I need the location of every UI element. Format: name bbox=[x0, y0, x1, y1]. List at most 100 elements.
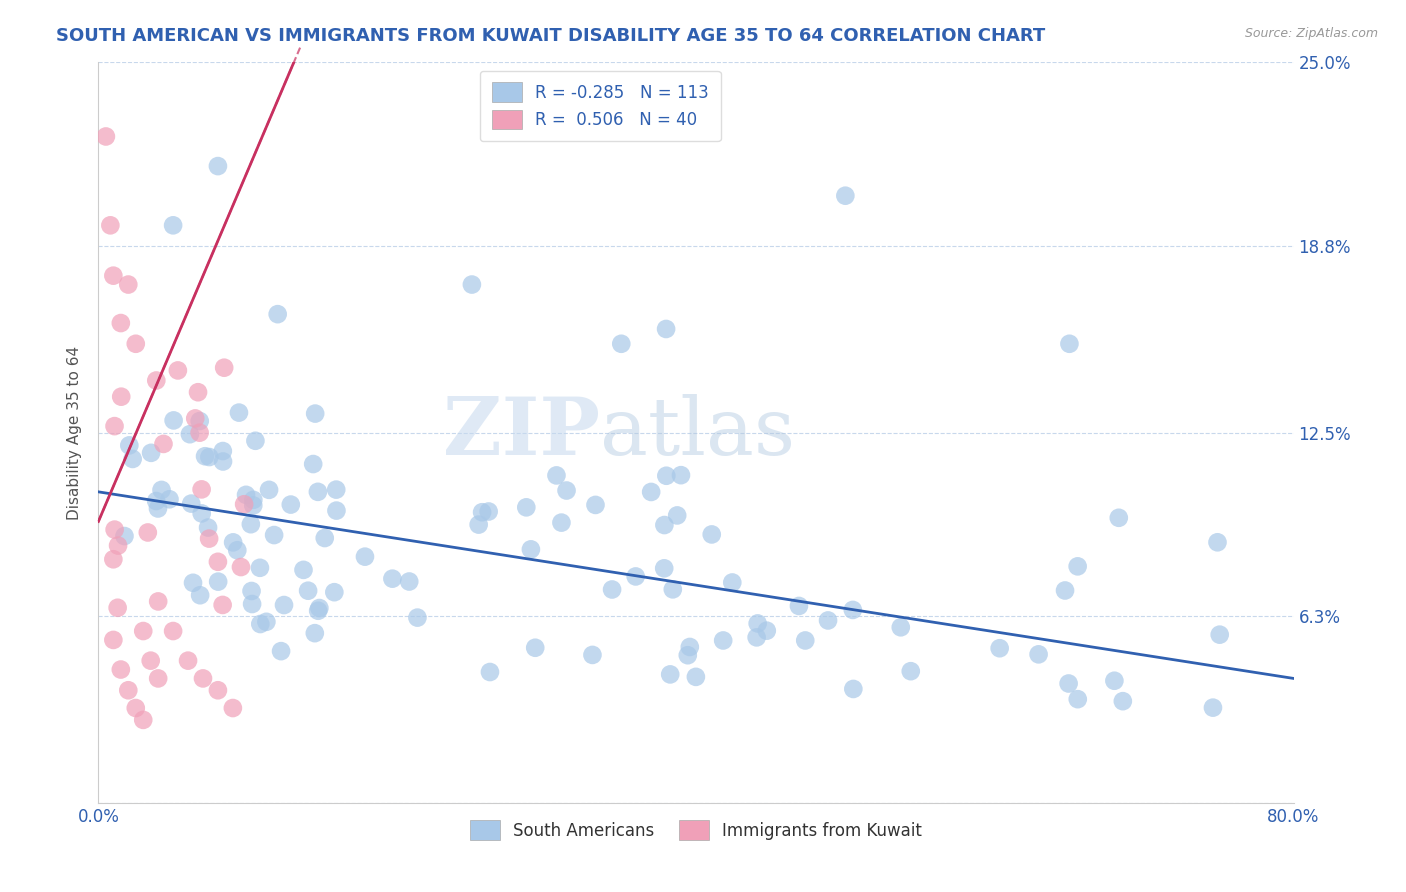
Point bbox=[817, 614, 839, 628]
Point bbox=[145, 374, 167, 388]
Point bbox=[676, 648, 699, 663]
Point bbox=[700, 527, 723, 541]
Point bbox=[125, 336, 148, 351]
Point bbox=[228, 406, 250, 420]
Point bbox=[245, 434, 267, 448]
Point bbox=[834, 188, 856, 202]
Y-axis label: Disability Age 35 to 64: Disability Age 35 to 64 bbox=[67, 345, 83, 520]
Point bbox=[181, 575, 204, 590]
Point bbox=[546, 468, 568, 483]
Point bbox=[180, 497, 202, 511]
Point bbox=[659, 667, 682, 681]
Point bbox=[1112, 694, 1135, 708]
Point bbox=[212, 360, 235, 375]
Point bbox=[280, 498, 302, 512]
Point bbox=[152, 437, 174, 451]
Point bbox=[406, 610, 429, 624]
Point bbox=[148, 672, 170, 686]
Point bbox=[184, 411, 207, 425]
Point bbox=[267, 307, 290, 321]
Point bbox=[139, 654, 162, 668]
Point bbox=[207, 159, 229, 173]
Point bbox=[654, 518, 676, 533]
Point bbox=[711, 633, 734, 648]
Point bbox=[194, 449, 217, 463]
Point bbox=[198, 450, 221, 464]
Point bbox=[640, 485, 662, 500]
Text: atlas: atlas bbox=[600, 393, 796, 472]
Point bbox=[132, 624, 155, 638]
Legend: South Americans, Immigrants from Kuwait: South Americans, Immigrants from Kuwait bbox=[463, 814, 929, 847]
Point bbox=[1066, 559, 1088, 574]
Point bbox=[461, 277, 484, 292]
Point bbox=[467, 517, 489, 532]
Text: SOUTH AMERICAN VS IMMIGRANTS FROM KUWAIT DISABILITY AGE 35 TO 64 CORRELATION CHA: SOUTH AMERICAN VS IMMIGRANTS FROM KUWAIT… bbox=[56, 27, 1046, 45]
Point bbox=[197, 520, 219, 534]
Point bbox=[890, 620, 912, 634]
Point bbox=[550, 516, 572, 530]
Point bbox=[240, 597, 263, 611]
Point bbox=[302, 457, 325, 471]
Point bbox=[212, 454, 235, 468]
Point bbox=[103, 268, 125, 283]
Point bbox=[900, 664, 922, 678]
Point bbox=[249, 561, 271, 575]
Point bbox=[555, 483, 578, 498]
Point bbox=[655, 322, 678, 336]
Point bbox=[304, 407, 326, 421]
Point bbox=[308, 601, 330, 615]
Point bbox=[325, 503, 347, 517]
Text: Source: ZipAtlas.com: Source: ZipAtlas.com bbox=[1244, 27, 1378, 40]
Point bbox=[188, 425, 211, 440]
Point bbox=[162, 624, 184, 638]
Point bbox=[103, 419, 125, 434]
Point bbox=[188, 414, 211, 428]
Point bbox=[842, 681, 865, 696]
Point bbox=[1209, 628, 1232, 642]
Point bbox=[146, 501, 169, 516]
Point bbox=[191, 672, 214, 686]
Point bbox=[794, 633, 817, 648]
Point bbox=[229, 560, 252, 574]
Point bbox=[98, 219, 122, 233]
Point bbox=[222, 535, 245, 549]
Point bbox=[1028, 648, 1050, 662]
Point bbox=[121, 452, 143, 467]
Point bbox=[190, 483, 212, 497]
Point bbox=[354, 549, 377, 564]
Point bbox=[148, 594, 170, 608]
Point bbox=[398, 574, 420, 589]
Point bbox=[110, 316, 132, 330]
Point bbox=[249, 617, 271, 632]
Point bbox=[297, 583, 319, 598]
Point bbox=[125, 701, 148, 715]
Point bbox=[110, 663, 132, 677]
Point bbox=[581, 648, 603, 662]
Point bbox=[655, 468, 678, 483]
Point bbox=[240, 584, 263, 599]
Point bbox=[110, 390, 132, 404]
Point bbox=[117, 277, 139, 292]
Point bbox=[117, 683, 139, 698]
Point bbox=[610, 336, 633, 351]
Point bbox=[1206, 535, 1229, 549]
Point bbox=[139, 446, 162, 460]
Point bbox=[226, 543, 249, 558]
Point bbox=[235, 488, 257, 502]
Point bbox=[222, 701, 245, 715]
Point bbox=[652, 561, 675, 575]
Point bbox=[162, 413, 184, 427]
Point bbox=[1057, 676, 1080, 690]
Point bbox=[478, 504, 501, 518]
Point bbox=[207, 574, 229, 589]
Point bbox=[159, 492, 181, 507]
Point bbox=[478, 665, 501, 679]
Point bbox=[1108, 510, 1130, 524]
Point bbox=[150, 483, 173, 497]
Point bbox=[207, 555, 229, 569]
Point bbox=[307, 604, 329, 618]
Point bbox=[114, 529, 136, 543]
Point bbox=[787, 599, 810, 613]
Point bbox=[107, 600, 129, 615]
Point bbox=[94, 129, 117, 144]
